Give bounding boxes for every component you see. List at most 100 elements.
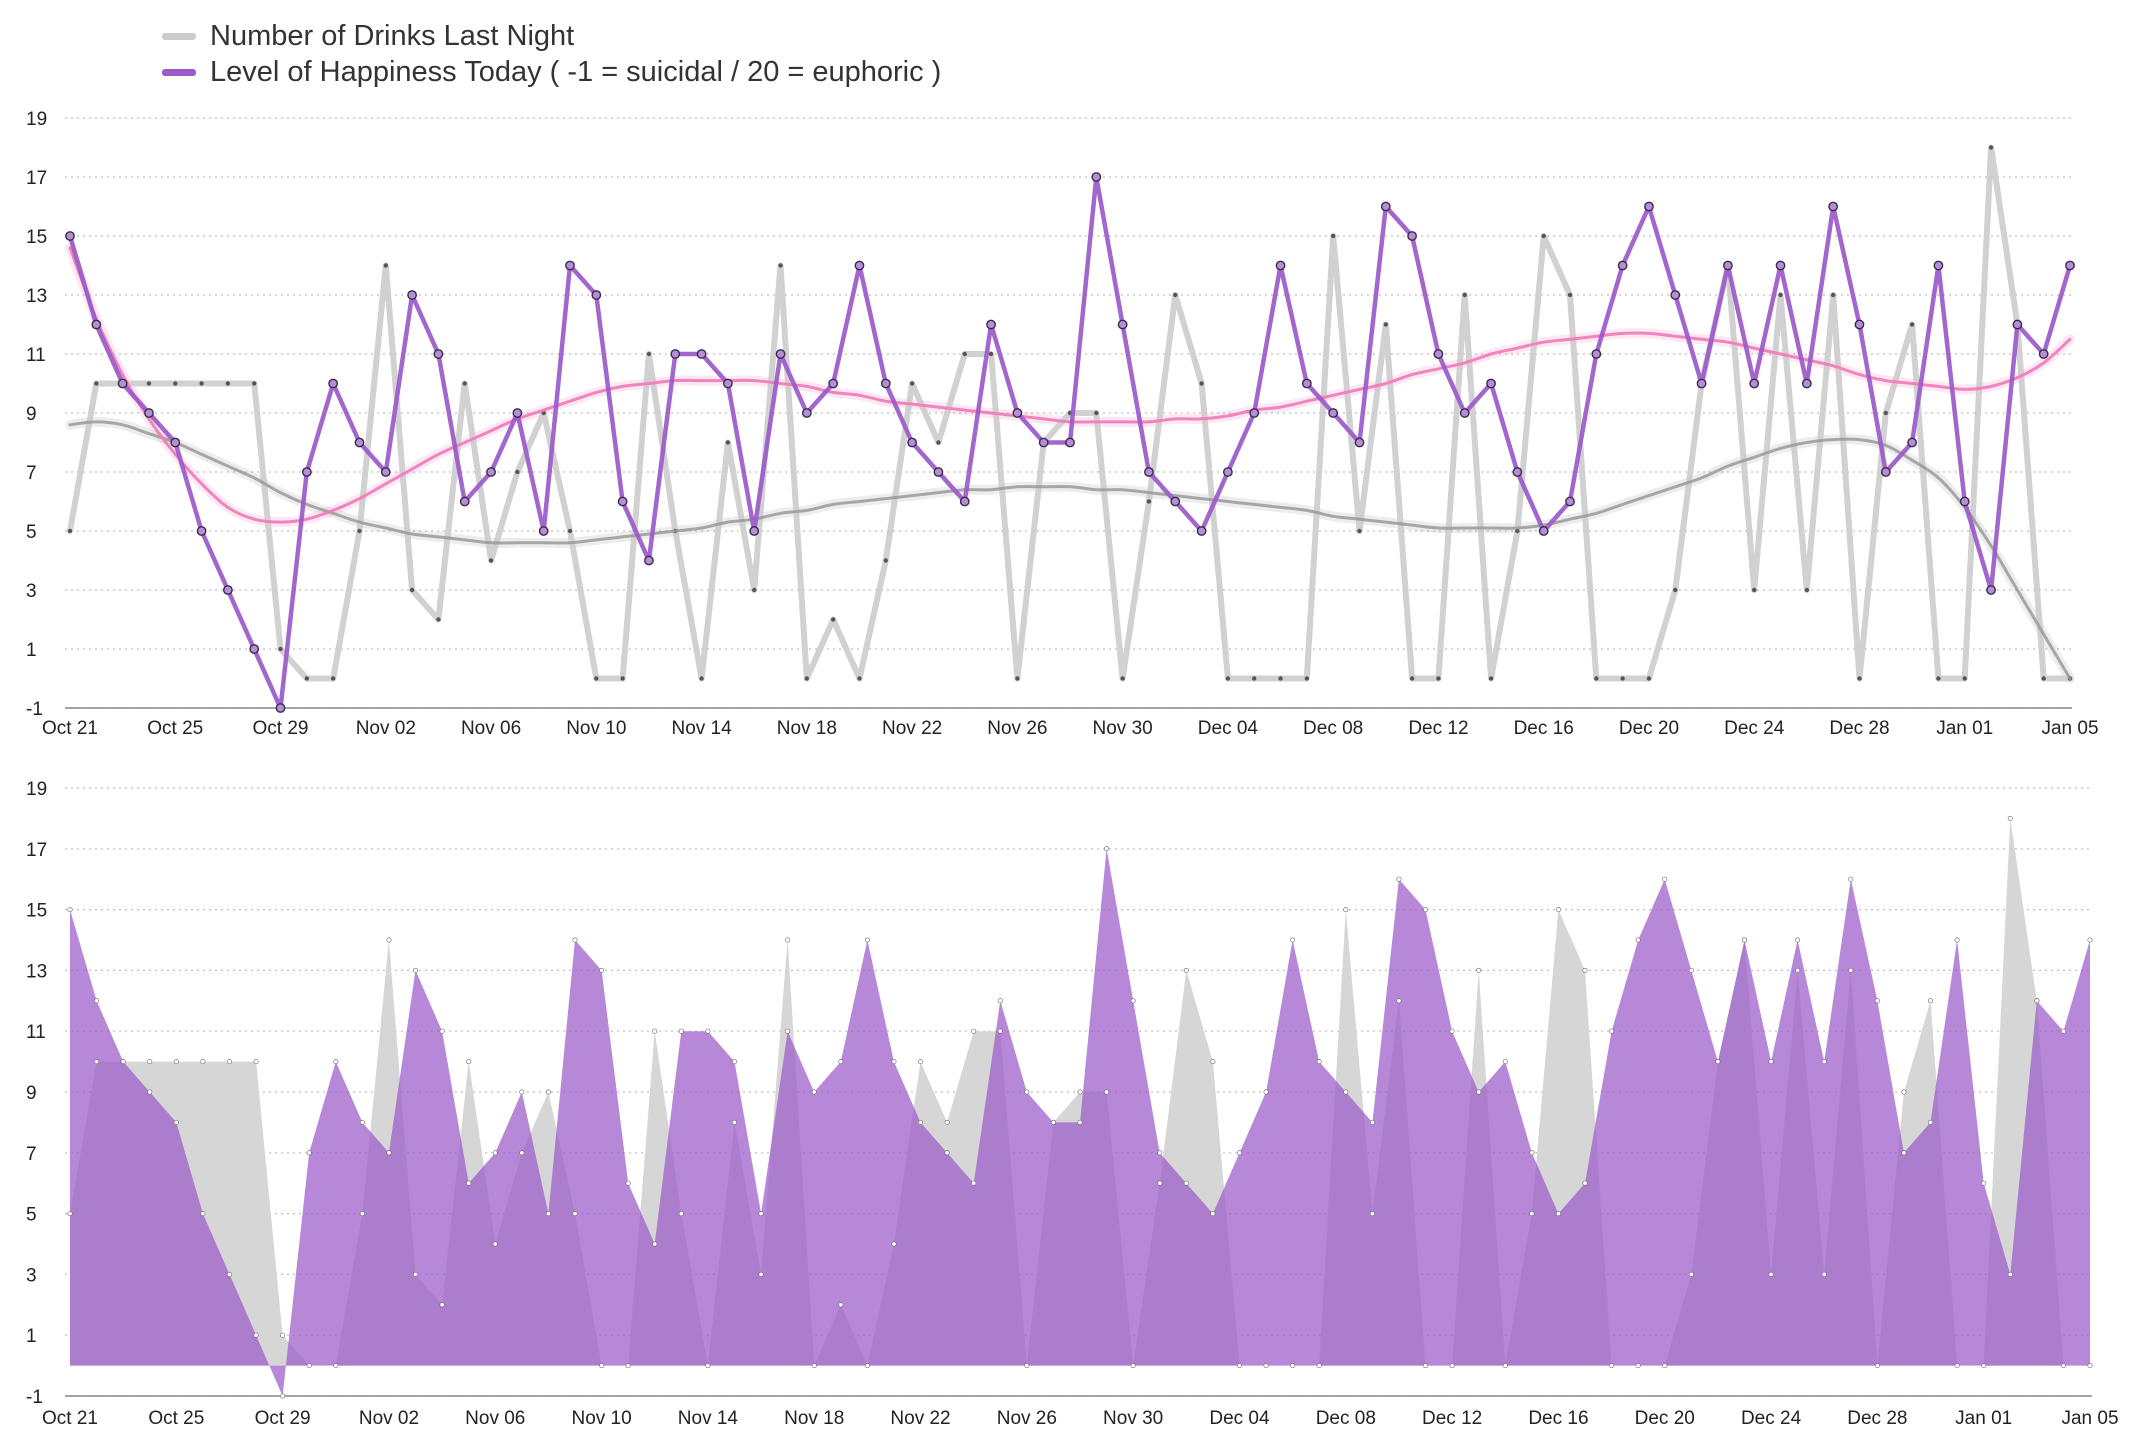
point-happiness — [91, 319, 102, 330]
legend-swatch-happiness — [162, 68, 196, 76]
point-happiness — [306, 1150, 312, 1156]
point-happiness — [1848, 876, 1854, 882]
point-drinks — [883, 558, 888, 563]
point-happiness — [722, 378, 733, 389]
point-drinks — [1848, 967, 1854, 973]
y-tick-label: 3 — [26, 1265, 37, 1286]
point-drinks — [1582, 967, 1588, 973]
point-drinks — [436, 617, 441, 622]
point-happiness — [1077, 1119, 1083, 1125]
point-drinks — [1290, 1363, 1296, 1369]
point-happiness — [749, 526, 760, 536]
point-happiness — [1290, 937, 1296, 943]
point-drinks — [1594, 676, 1599, 681]
point-drinks — [1635, 1363, 1641, 1369]
point-drinks — [1541, 233, 1546, 239]
point-happiness — [1222, 467, 1233, 477]
point-happiness — [1130, 998, 1136, 1004]
series-line-drinks-trend — [68, 420, 2072, 680]
point-drinks — [1673, 587, 1678, 593]
point-happiness — [117, 378, 128, 389]
y-tick-label: 5 — [26, 522, 37, 543]
point-drinks — [778, 263, 783, 268]
point-drinks — [1304, 676, 1310, 681]
point-happiness — [617, 496, 628, 507]
x-tick-label: Nov 22 — [890, 1408, 950, 1429]
point-drinks — [1225, 676, 1231, 681]
point-drinks — [252, 381, 257, 386]
point-drinks — [1383, 322, 1388, 327]
point-happiness — [386, 1150, 392, 1156]
point-drinks — [1620, 676, 1625, 681]
point-drinks — [944, 1119, 950, 1125]
point-happiness — [1670, 290, 1681, 300]
legend-item-drinks: Number of Drinks Last Night — [162, 18, 941, 54]
point-happiness — [1354, 437, 1365, 448]
x-tick-label: Dec 16 — [1514, 718, 1574, 739]
point-drinks — [1954, 1363, 1960, 1369]
point-happiness — [1407, 231, 1418, 241]
point-drinks — [1988, 145, 1994, 150]
point-happiness — [1722, 260, 1733, 271]
point-happiness — [1662, 876, 1668, 882]
x-tick-label: Dec 28 — [1847, 1408, 1907, 1429]
point-happiness — [1741, 937, 1747, 943]
y-tick-label: 11 — [26, 345, 46, 366]
x-tick-label: Jan 05 — [2061, 1408, 2118, 1429]
point-happiness — [1117, 319, 1128, 330]
point-drinks — [1449, 1363, 1455, 1369]
point-drinks — [864, 1363, 870, 1369]
point-drinks — [804, 676, 810, 681]
point-drinks — [1183, 967, 1189, 973]
point-happiness — [2038, 349, 2049, 359]
point-drinks — [1173, 292, 1178, 298]
point-drinks — [1901, 1089, 1907, 1095]
legend-label-happiness: Level of Happiness Today ( -1 = suicidal… — [210, 55, 942, 88]
point-drinks — [1024, 1363, 1030, 1369]
point-happiness — [354, 437, 365, 448]
x-tick-label: Dec 12 — [1408, 718, 1468, 739]
point-happiness — [1050, 1119, 1056, 1125]
point-happiness — [1768, 1059, 1774, 1065]
point-happiness — [1901, 1150, 1907, 1156]
point-happiness — [333, 1059, 339, 1065]
point-happiness — [1396, 876, 1402, 882]
point-drinks — [1199, 381, 1204, 386]
point-happiness — [275, 703, 286, 713]
point-happiness — [838, 1059, 844, 1065]
point-drinks — [594, 676, 599, 681]
point-drinks — [1369, 1211, 1375, 1217]
point-happiness — [1981, 1180, 1987, 1186]
y-tick-label: 1 — [26, 1326, 37, 1347]
point-drinks — [646, 351, 652, 357]
point-happiness — [413, 967, 419, 973]
x-tick-label: Oct 29 — [255, 1408, 311, 1429]
point-happiness — [1821, 1059, 1827, 1065]
point-happiness — [1196, 526, 1207, 536]
point-drinks — [652, 1028, 658, 1034]
point-drinks — [1120, 676, 1125, 681]
y-tick-label: 15 — [26, 901, 47, 922]
point-drinks — [909, 381, 915, 386]
legend-label-drinks: Number of Drinks Last Night — [210, 19, 575, 52]
point-drinks — [838, 1302, 844, 1308]
point-happiness — [407, 290, 418, 300]
y-tick-label: -1 — [26, 1387, 43, 1408]
point-happiness — [625, 1180, 631, 1186]
point-drinks — [752, 587, 757, 593]
point-happiness — [1959, 496, 1970, 507]
point-happiness — [1801, 378, 1812, 389]
x-tick-label: Nov 22 — [882, 718, 942, 739]
point-happiness — [1609, 1028, 1615, 1034]
point-drinks — [625, 1363, 631, 1369]
point-drinks — [1130, 1363, 1136, 1369]
point-drinks — [1529, 1211, 1535, 1217]
point-happiness — [2012, 319, 2023, 330]
point-happiness — [65, 231, 75, 241]
point-happiness — [854, 260, 865, 271]
y-tick-label: 7 — [26, 463, 37, 484]
point-happiness — [301, 467, 312, 477]
point-happiness — [170, 437, 181, 448]
point-drinks — [699, 676, 704, 681]
point-happiness — [1486, 378, 1496, 389]
